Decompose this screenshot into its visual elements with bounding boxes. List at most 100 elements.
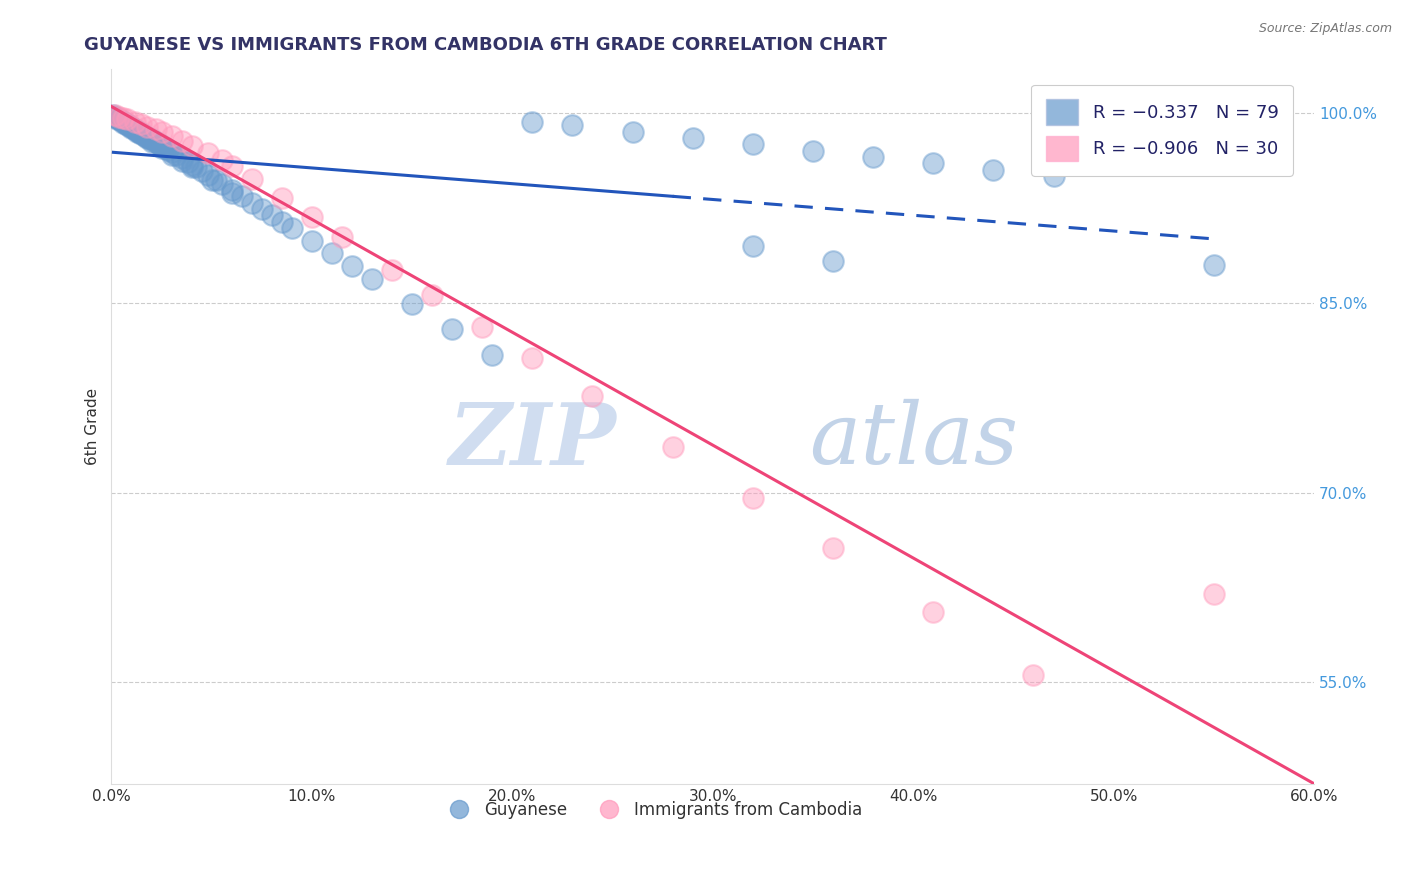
Point xyxy=(107,112,129,127)
Point xyxy=(160,128,183,143)
Point xyxy=(136,120,159,134)
Point xyxy=(270,191,292,205)
Point xyxy=(170,134,193,148)
Point xyxy=(134,128,156,143)
Point xyxy=(124,114,146,128)
Point xyxy=(270,215,292,229)
Point xyxy=(152,140,174,154)
Point xyxy=(108,110,131,124)
Point xyxy=(481,348,503,362)
Point xyxy=(441,322,464,336)
Point xyxy=(221,159,243,173)
Point xyxy=(682,131,704,145)
Point xyxy=(190,164,212,178)
Point xyxy=(922,605,945,619)
Point xyxy=(260,208,283,222)
Point xyxy=(1202,587,1225,601)
Point xyxy=(821,254,844,268)
Point xyxy=(180,158,202,172)
Point xyxy=(170,152,193,166)
Point xyxy=(983,162,1005,177)
Point xyxy=(120,121,142,136)
Point xyxy=(122,121,145,136)
Point xyxy=(155,141,177,155)
Point xyxy=(741,491,763,505)
Point xyxy=(131,126,153,140)
Text: Source: ZipAtlas.com: Source: ZipAtlas.com xyxy=(1258,22,1392,36)
Point xyxy=(401,297,423,311)
Point xyxy=(301,210,323,224)
Point xyxy=(150,125,173,139)
Point xyxy=(132,128,155,142)
Point xyxy=(128,125,150,139)
Point xyxy=(661,440,683,454)
Point xyxy=(146,136,169,151)
Point xyxy=(165,147,187,161)
Point xyxy=(204,173,226,187)
Point xyxy=(184,161,207,175)
Text: ZIP: ZIP xyxy=(449,399,617,483)
Point xyxy=(124,122,146,136)
Point xyxy=(221,183,243,197)
Point xyxy=(136,129,159,144)
Point xyxy=(211,153,233,167)
Point xyxy=(561,119,583,133)
Legend: Guyanese, Immigrants from Cambodia: Guyanese, Immigrants from Cambodia xyxy=(436,794,869,825)
Point xyxy=(150,141,173,155)
Point xyxy=(131,128,153,142)
Point xyxy=(197,168,219,182)
Point xyxy=(340,259,363,273)
Point xyxy=(120,120,142,134)
Point xyxy=(1022,668,1045,682)
Point xyxy=(104,110,127,124)
Text: atlas: atlas xyxy=(808,399,1018,482)
Point xyxy=(118,119,141,133)
Text: GUYANESE VS IMMIGRANTS FROM CAMBODIA 6TH GRADE CORRELATION CHART: GUYANESE VS IMMIGRANTS FROM CAMBODIA 6TH… xyxy=(84,36,887,54)
Point xyxy=(107,111,129,125)
Point xyxy=(156,143,179,157)
Point xyxy=(136,131,159,145)
Point xyxy=(127,123,149,137)
Point xyxy=(862,150,884,164)
Point xyxy=(145,135,167,149)
Point xyxy=(211,177,233,191)
Point xyxy=(141,132,163,146)
Point xyxy=(160,145,183,159)
Point xyxy=(281,221,304,235)
Point xyxy=(522,351,544,366)
Point xyxy=(381,262,404,277)
Point xyxy=(361,271,384,285)
Point xyxy=(108,112,131,127)
Point xyxy=(141,135,163,149)
Point xyxy=(471,319,494,334)
Point xyxy=(581,389,603,403)
Point xyxy=(127,125,149,139)
Point xyxy=(821,541,844,556)
Point xyxy=(114,116,136,130)
Point xyxy=(420,288,443,302)
Point xyxy=(922,156,945,170)
Point xyxy=(221,186,243,200)
Point xyxy=(131,117,153,131)
Point xyxy=(145,122,167,136)
Point xyxy=(330,230,353,244)
Point xyxy=(231,189,253,203)
Point xyxy=(138,131,160,145)
Point xyxy=(148,137,170,152)
Point xyxy=(250,202,273,216)
Point xyxy=(117,117,139,131)
Point xyxy=(117,112,139,127)
Point xyxy=(104,108,127,122)
Point xyxy=(741,238,763,252)
Point xyxy=(240,195,263,210)
Point xyxy=(112,116,135,130)
Point xyxy=(621,125,644,139)
Point xyxy=(112,114,135,128)
Point xyxy=(170,153,193,168)
Point xyxy=(301,234,323,248)
Point xyxy=(240,171,263,186)
Point xyxy=(197,146,219,161)
Point xyxy=(801,144,824,158)
Point xyxy=(142,134,165,148)
Point xyxy=(180,138,202,153)
